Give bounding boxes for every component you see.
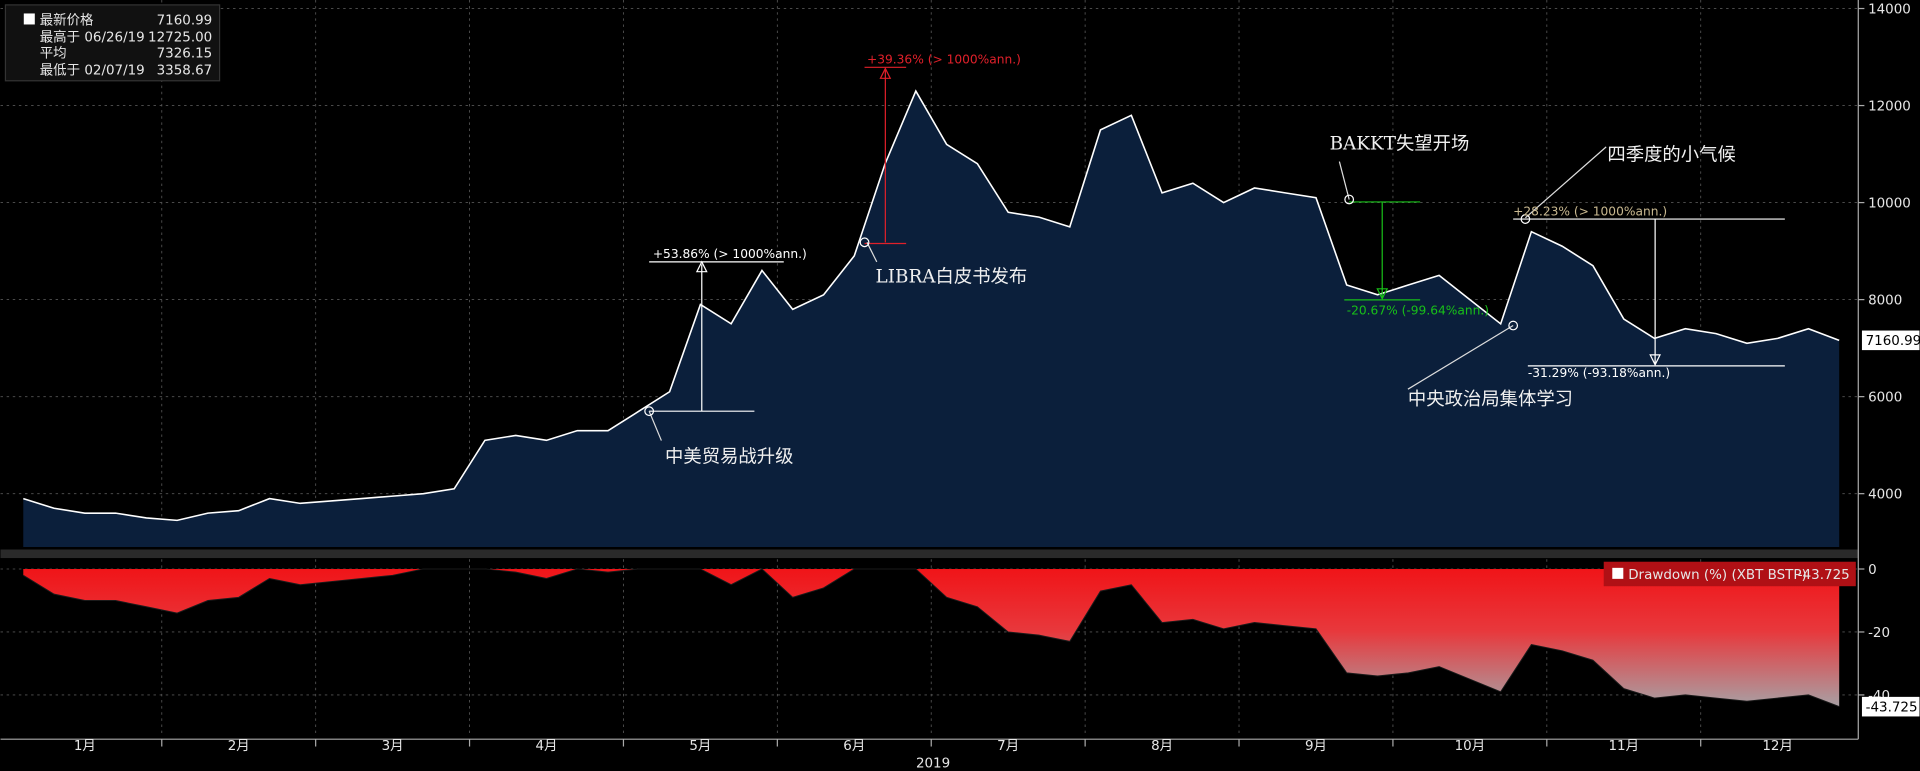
y-tick-label: 4000 bbox=[1868, 488, 1902, 503]
x-tick-label: 1月 bbox=[74, 739, 96, 754]
panel-divider bbox=[0, 549, 1859, 559]
annotation: LIBRA白皮书发布 bbox=[876, 267, 1028, 288]
measurements bbox=[644, 66, 1785, 441]
x-tick-label: 6月 bbox=[843, 739, 865, 754]
x-tick-label: 11月 bbox=[1608, 739, 1639, 754]
legend-swatch bbox=[23, 13, 35, 25]
legend-label: 最高于 06/26/19 bbox=[40, 29, 145, 46]
line bbox=[23, 89, 1840, 522]
dd-legend-swatch bbox=[1612, 567, 1624, 579]
annotation: 四季度的小气候 bbox=[1607, 144, 1735, 165]
y-tick-label: 10000 bbox=[1868, 196, 1911, 211]
dd-legend: Drawdown (%) (XBT BSTP) -43.725 bbox=[1603, 561, 1856, 587]
x-tick-label: 12月 bbox=[1762, 739, 1793, 754]
last-value-label: 7160.99 bbox=[1866, 334, 1920, 349]
annotation: BAKKT失望开场 bbox=[1330, 133, 1470, 154]
y-tick-label: 12000 bbox=[1868, 99, 1911, 114]
y-tick-label: 0 bbox=[1868, 563, 1877, 578]
x-tick-label: 7月 bbox=[997, 739, 1019, 754]
legend-box bbox=[4, 4, 221, 82]
line bbox=[23, 568, 1840, 708]
annotations: 1月 2月 3月 4月 5月 6月 7月 8月 9月 10月 11月 12月 4000 6000 8000 1… bbox=[74, 2, 1920, 754]
x-axis-label: 2019 bbox=[916, 756, 950, 771]
annotation: -20.67% (-99.64%ann.) bbox=[1347, 304, 1489, 318]
dd-legend-label: Drawdown (%) (XBT BSTP) bbox=[1628, 568, 1807, 583]
last-value-label: -43.725 bbox=[1866, 701, 1918, 716]
y-tick-label: 14000 bbox=[1868, 2, 1911, 17]
annotation: -31.29% (-93.18%ann.) bbox=[1528, 366, 1670, 380]
x-tick-label: 4月 bbox=[535, 739, 557, 754]
x-tick-label: 3月 bbox=[382, 739, 404, 754]
last-value-badge bbox=[1861, 330, 1920, 351]
x-tick-label: 2月 bbox=[228, 739, 250, 754]
area-fill bbox=[23, 91, 1840, 548]
annotation: +39.36% (> 1000%ann.) bbox=[867, 53, 1021, 67]
legend-label: 平均 bbox=[40, 46, 67, 62]
x-tick-label: 5月 bbox=[689, 739, 711, 754]
x-tick-label: 10月 bbox=[1455, 739, 1486, 754]
dd-legend-value: -43.725 bbox=[1798, 568, 1850, 583]
annotation: +28.23% (> 1000%ann.) bbox=[1513, 204, 1667, 218]
legend-value: 7160.99 bbox=[157, 13, 213, 28]
plots bbox=[23, 89, 1840, 708]
legend-label: 最新价格 bbox=[40, 12, 94, 28]
annotation: +53.86% (> 1000%ann.) bbox=[653, 247, 807, 261]
x-tick-label: 8月 bbox=[1151, 739, 1173, 754]
legend-value: 3358.67 bbox=[157, 64, 213, 79]
y-tick-label: -20 bbox=[1868, 626, 1890, 641]
area-fill bbox=[23, 568, 1840, 707]
last-value-badge bbox=[1861, 696, 1920, 717]
dd-legend-box bbox=[1603, 561, 1856, 587]
y-tick-label: 8000 bbox=[1868, 294, 1902, 309]
annotation: 中央政治局集体学习 bbox=[1408, 389, 1573, 410]
legend: 最新价格 7160.99 最高于 06/26/19 12725.00 平均 73… bbox=[4, 4, 221, 82]
legend-value: 12725.00 bbox=[148, 31, 212, 46]
x-tick-label: 9月 bbox=[1305, 739, 1327, 754]
annotation: 中美贸易战升级 bbox=[665, 447, 793, 468]
legend-label: 最低于 02/07/19 bbox=[40, 63, 145, 79]
legend-value: 7326.15 bbox=[157, 47, 213, 62]
y-tick-label: 6000 bbox=[1868, 391, 1902, 406]
